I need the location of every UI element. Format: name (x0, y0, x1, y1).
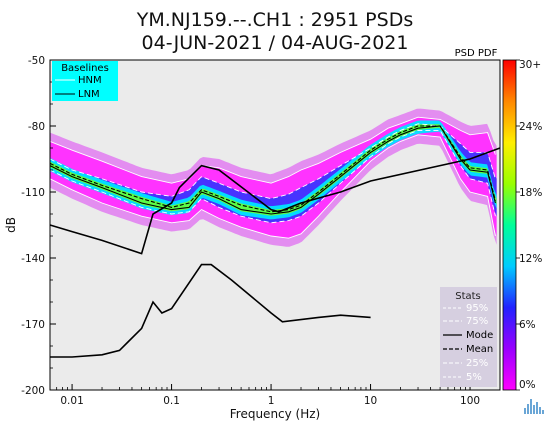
colorbar-tick-label: 30+ (519, 59, 541, 71)
x-tick-label: 0.1 (163, 395, 180, 407)
logo-bar (533, 405, 535, 414)
iris-logo-icon (524, 399, 544, 414)
title-line-2: 04-JUN-2021 / 04-AUG-2021 (142, 32, 409, 54)
x-axis-label: Frequency (Hz) (230, 407, 321, 421)
logo-bar (542, 410, 544, 414)
y-tick-label: -140 (21, 253, 45, 265)
colorbar-tick-label: 0% (519, 379, 536, 391)
baselines-legend: Baselines HNM LNM (52, 61, 118, 101)
colorbar-tick-label: 18% (519, 187, 542, 199)
colorbar-title: PSD PDF (455, 48, 498, 59)
legend-p75-label: 75% (466, 316, 488, 327)
density-band-core (50, 120, 497, 220)
x-tick-label: 0.01 (60, 395, 83, 407)
x-tick-label: 10 (364, 395, 377, 407)
series-line-5 (49, 134, 496, 239)
colorbar-tick-label: 12% (519, 253, 542, 265)
y-axis-ticks: -50 -80 -110 -140 -170 -200 (21, 55, 56, 397)
colorbar-tick-label: 6% (519, 319, 536, 331)
baseline-hnm (49, 147, 501, 255)
series-line-75 (49, 123, 496, 200)
legend-mode-label: Mode (466, 330, 493, 341)
legend-p95-label: 95% (466, 303, 488, 314)
logo-bar (539, 407, 541, 414)
y-axis-label: dB (4, 217, 18, 233)
colorbar-ticks: 30+ 24% 18% 12% 6% 0% (516, 59, 542, 391)
density-band-mid (50, 124, 497, 223)
logo-bar (530, 399, 532, 414)
y-tick-label: -50 (28, 55, 45, 67)
colorbar-tick-label: 24% (519, 121, 542, 133)
x-tick-label: 100 (460, 395, 480, 407)
series-line-mean (49, 125, 496, 213)
legend-lnm-label: LNM (78, 89, 100, 100)
y-tick-label: -110 (21, 187, 45, 199)
y-tick-label: -80 (28, 121, 45, 133)
stats-legend: Stats 95% 75% Mode Mean 25% 5% (440, 287, 497, 387)
logo-bar (536, 402, 538, 414)
stats-legend-box (440, 287, 497, 387)
legend-p5-label: 5% (466, 372, 482, 383)
legend-hnm-label: HNM (78, 75, 102, 86)
logo-bar (527, 404, 529, 414)
chart-lines (49, 116, 501, 358)
legend-mean-label: Mean (466, 344, 493, 355)
baseline-lnm (50, 263, 371, 358)
series-line-95 (49, 116, 496, 184)
legend-p25-label: 25% (466, 358, 488, 369)
stats-legend-title: Stats (455, 291, 481, 302)
colorbar (502, 59, 517, 391)
logo-bar (524, 408, 526, 414)
series-line-25 (49, 129, 496, 224)
x-tick-label: 1 (268, 395, 275, 407)
plot-frame (49, 59, 501, 391)
y-tick-label: -200 (21, 385, 45, 397)
title-line-1: YM.NJ159.--.CH1 : 2951 PSDs (136, 9, 413, 31)
baselines-legend-title: Baselines (61, 63, 109, 74)
y-tick-label: -170 (21, 319, 45, 331)
